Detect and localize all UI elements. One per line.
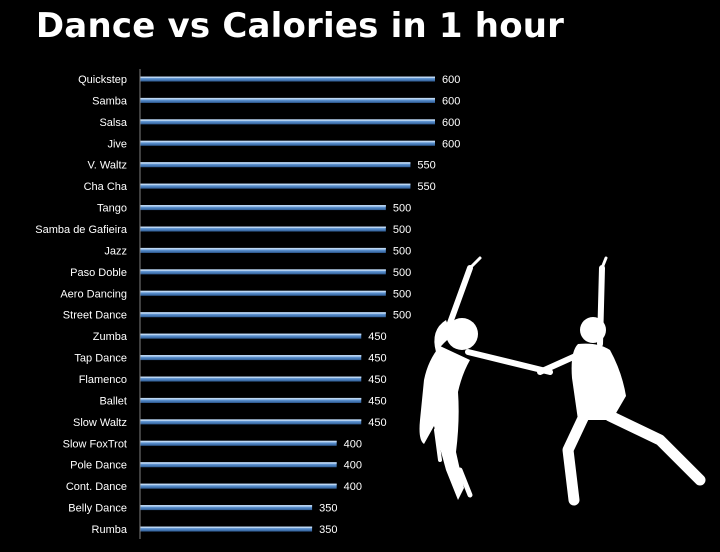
value-label: 550 [417,160,435,172]
value-label: 400 [344,460,362,472]
bar-highlight [140,226,386,229]
bar [140,462,337,468]
bar [140,376,362,382]
value-label: 500 [393,203,411,215]
bar-highlight [140,97,435,100]
bar-highlight [140,462,337,464]
bar [140,97,435,103]
bar-highlight [140,76,435,78]
bar-highlight [140,162,411,164]
bar-highlight [140,140,435,143]
value-label: 600 [442,95,460,107]
value-label: 500 [393,224,411,236]
bar [140,355,362,361]
category-label: Paso Doble [70,267,127,279]
bar [140,312,386,318]
value-label: 600 [442,138,460,150]
chart-title: Dance vs Calories in 1 hour [35,6,565,46]
value-label: 500 [393,288,411,300]
category-label: Cha Cha [84,181,128,193]
category-label: Samba [92,95,128,107]
value-label: 450 [368,395,386,407]
bar [140,140,435,146]
category-label: Aero Dancing [60,288,127,300]
man-dancer-silhouette [537,256,706,506]
bar-highlight [140,505,313,507]
category-label: Flamenco [79,374,127,386]
bar [140,226,386,232]
bar-highlight [140,397,362,400]
value-label: 500 [393,245,411,257]
bar-highlight [140,312,386,314]
bar [140,505,313,511]
bar-highlight [140,290,386,293]
category-label: Belly Dance [68,503,127,515]
category-label: V. Waltz [87,160,127,172]
bar [140,290,386,296]
bar [140,119,435,125]
category-label: Street Dance [63,310,127,322]
category-label: Pole Dance [70,460,127,472]
category-label: Tap Dance [74,353,127,365]
bar [140,440,337,446]
bar [140,526,313,532]
value-label: 400 [344,438,362,450]
bar-highlight [140,119,435,121]
woman-dancer-silhouette [419,256,553,500]
bar-highlight [140,419,362,421]
value-label: 450 [368,374,386,386]
value-label: 600 [442,74,460,86]
value-label: 450 [368,417,386,429]
bar-highlight [140,333,362,336]
value-label: 500 [393,267,411,279]
category-label: Salsa [99,117,127,129]
value-label: 350 [319,524,337,536]
bar-highlight [140,376,362,379]
category-label: Rumba [92,524,128,536]
value-label: 450 [368,353,386,365]
category-label: Zumba [93,331,128,343]
bar [140,247,386,253]
bar-highlight [140,247,386,250]
bar [140,162,411,168]
value-label: 550 [417,181,435,193]
value-label: 350 [319,503,337,515]
bar-highlight [140,440,337,443]
bar [140,183,411,189]
value-label: 600 [442,117,460,129]
value-label: 500 [393,310,411,322]
bar [140,269,386,275]
bar [140,483,337,489]
value-label: 450 [368,331,386,343]
bar [140,397,362,403]
bar [140,333,362,339]
bar-highlight [140,483,337,486]
bar [140,205,386,211]
bar [140,76,435,82]
category-labels-group: Quickstep Samba Salsa Jive V. Waltz Cha Cha Ta… [35,74,128,536]
category-label: Slow FoxTrot [63,438,127,450]
category-label: Slow Waltz [73,417,127,429]
category-label: Tango [97,203,127,215]
dancing-couple-silhouette-icon [419,256,706,506]
category-label: Cont. Dance [66,481,127,493]
category-label: Ballet [99,395,127,407]
bars-group [140,76,435,532]
bar-highlight [140,355,362,357]
bar-highlight [140,205,386,207]
category-label: Quickstep [78,74,127,86]
category-label: Jive [107,138,127,150]
value-label: 400 [344,481,362,493]
category-label: Samba de Gafieira [35,224,128,236]
bar-highlight [140,526,313,529]
bar-highlight [140,183,411,186]
bar [140,419,362,425]
category-label: Jazz [104,245,127,257]
value-labels-group: 600 600 600 600 550 550 500 500 500 500 500 500 450 4… [319,74,460,536]
bar-highlight [140,269,386,271]
